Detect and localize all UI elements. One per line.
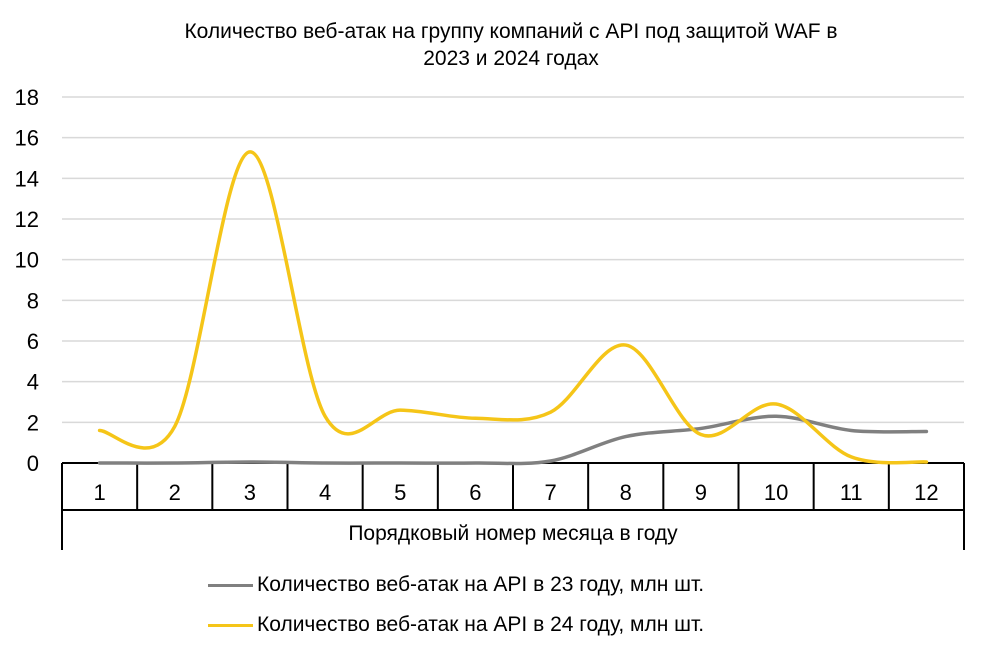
x-tick-label: 6 [469, 480, 481, 505]
chart-title-line-1: Количество веб-атак на группу компаний с… [184, 20, 838, 43]
legend-item-2024: Количество веб-атак на API в 24 году, мл… [208, 605, 704, 645]
series-line-2023 [97, 414, 929, 466]
x-tick-label: 9 [695, 480, 707, 505]
legend-label-2023: Количество веб-атак на API в 23 году, мл… [257, 573, 705, 596]
x-tick-label: 10 [764, 480, 788, 505]
y-tick-label: 8 [27, 288, 39, 313]
x-tick-label: 8 [620, 480, 632, 505]
x-tick-label: 4 [319, 480, 331, 505]
series-line-2024 [97, 150, 929, 465]
y-tick-label: 12 [15, 207, 39, 232]
x-tick-label: 1 [93, 480, 105, 505]
y-tick-label: 14 [15, 166, 39, 191]
chart-title: Количество веб-атак на группу компаний с… [91, 18, 931, 72]
x-tick-label: 5 [394, 480, 406, 505]
y-tick-label: 18 [15, 85, 39, 110]
x-tick-label: 7 [544, 480, 556, 505]
y-tick-label: 6 [27, 329, 39, 354]
legend: Количество веб-атак на API в 23 году, мл… [208, 565, 704, 645]
x-tick-label: 11 [840, 480, 863, 505]
legend-swatch-2024 [208, 623, 253, 627]
y-tick-label: 2 [27, 410, 39, 435]
chart-title-line-2: 2023 и 2024 годах [423, 47, 599, 70]
x-tick-label: 12 [914, 480, 938, 505]
legend-label-2024: Количество веб-атак на API в 24 году, мл… [257, 613, 705, 636]
y-tick-label: 4 [27, 370, 39, 395]
legend-swatch-2023 [208, 583, 253, 587]
legend-item-2023: Количество веб-атак на API в 23 году, мл… [208, 565, 704, 605]
x-axis-label: Порядковый номер месяца в году [348, 522, 678, 545]
y-tick-label: 0 [27, 451, 39, 476]
y-tick-label: 16 [15, 126, 39, 151]
x-tick-label: 2 [169, 480, 181, 505]
x-tick-label: 3 [244, 480, 256, 505]
y-tick-label: 10 [15, 248, 39, 273]
